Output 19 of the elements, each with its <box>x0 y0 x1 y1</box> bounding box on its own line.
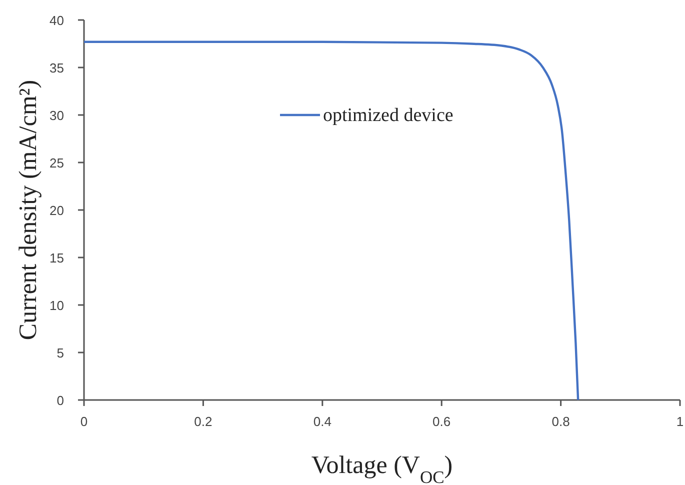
y-tick-label: 5 <box>56 346 64 360</box>
y-tick-label: 35 <box>50 60 64 76</box>
x-tick-label: 1 <box>676 414 684 429</box>
y-tick-label: 10 <box>50 298 64 313</box>
y-tick-label: 40 <box>50 13 64 28</box>
y-tick-label: 15 <box>50 250 64 266</box>
y-tick-label: 20 <box>50 203 64 218</box>
x-tick-label: 0.6 <box>432 414 451 429</box>
x-axis-title: Voltage (V$_{OC}$) <box>311 452 453 485</box>
y-tick-label: 30 <box>50 108 64 123</box>
y-tick-label: 0 <box>56 393 64 408</box>
x-tick-label: 0.8 <box>552 414 570 429</box>
x-tick-label: 0 <box>80 414 88 429</box>
x-tick-label: 0.4 <box>313 414 332 429</box>
y-axis-title: Current density (mA/cm²) <box>15 80 42 340</box>
legend-label: optimized device <box>323 105 454 126</box>
y-tick-label: 25 <box>50 156 64 170</box>
x-tick-label: 0.2 <box>194 414 212 429</box>
line-series <box>82 40 580 402</box>
